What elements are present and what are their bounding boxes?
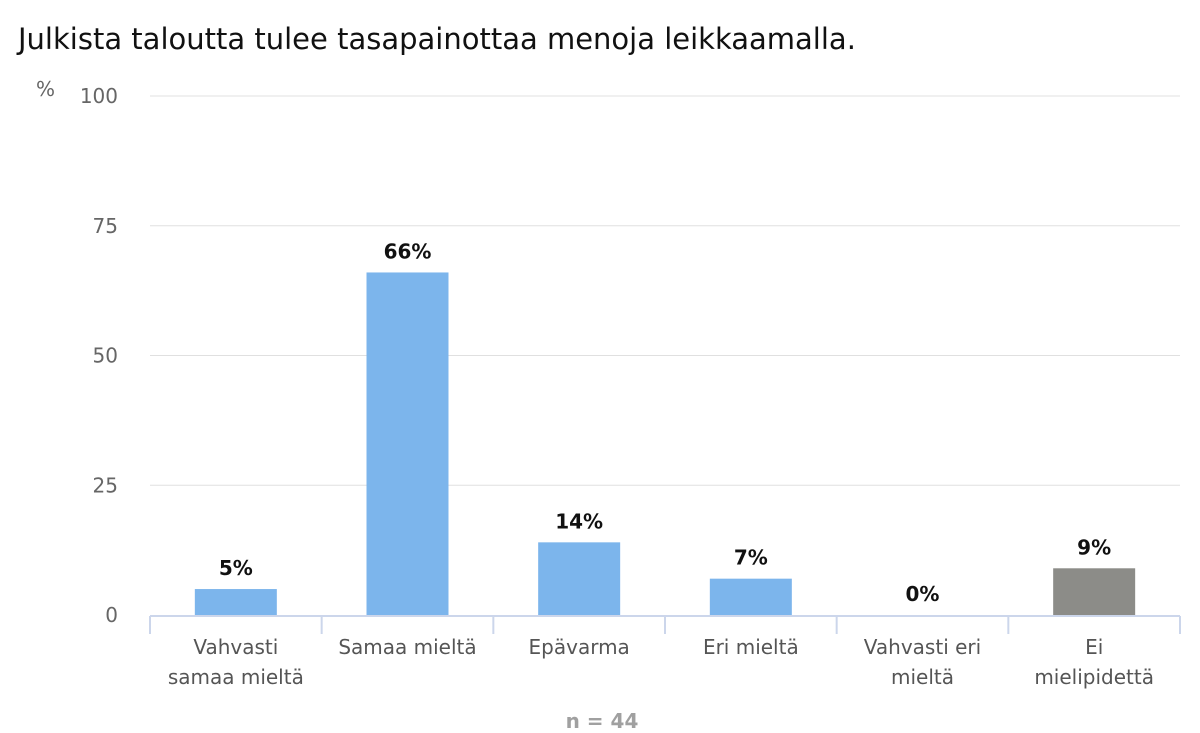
data-label: 0%: [906, 582, 940, 606]
data-label: 66%: [384, 239, 432, 263]
x-category-label-line: Eri mieltä: [703, 635, 799, 659]
y-tick-label: 0: [105, 603, 118, 627]
data-label: 7%: [734, 546, 768, 570]
y-tick-label: 100: [80, 84, 118, 108]
bar-1[interactable]: [194, 589, 277, 615]
bars: [194, 272, 1136, 615]
y-tick-label: 75: [93, 214, 118, 238]
x-category-label: Vahvasti samaa mieltä: [168, 635, 304, 689]
bar-6[interactable]: [1053, 568, 1136, 615]
y-tick-label: 25: [93, 473, 118, 497]
x-category-label: Eri mieltä: [703, 635, 799, 659]
chart-title: Julkista taloutta tulee tasapainottaa me…: [18, 22, 856, 56]
x-category-label-line: Ei: [1085, 635, 1103, 659]
x-category-label-line: Epävarma: [529, 635, 630, 659]
sample-size-note: n = 44: [566, 709, 639, 733]
bar-3[interactable]: [538, 542, 621, 615]
x-category-label-line: mielipidettä: [1034, 665, 1154, 689]
axes: [149, 615, 1181, 634]
labels: 0 25 50 75 100 5% Vahvasti samaa mieltä 66% Samaa…: [80, 84, 1154, 689]
data-label: 5%: [219, 556, 253, 580]
x-category-label-line: mieltä: [891, 665, 954, 689]
data-label: 9%: [1077, 535, 1111, 559]
y-axis-unit-label: %: [36, 77, 55, 101]
gridlines: [150, 95, 1180, 486]
x-category-label: Samaa mieltä: [338, 635, 476, 659]
x-category-label-line: Vahvasti eri: [864, 635, 981, 659]
x-category-label-line: samaa mieltä: [168, 665, 304, 689]
bar-4[interactable]: [709, 578, 792, 615]
x-category-label: Epävarma: [529, 635, 630, 659]
x-category-label-line: Vahvasti: [193, 635, 278, 659]
data-label: 14%: [555, 509, 603, 533]
x-category-label-line: Samaa mieltä: [338, 635, 476, 659]
bar-2[interactable]: [366, 272, 449, 615]
y-tick-label: 50: [93, 344, 118, 368]
x-category-label: Ei mielipidettä: [1034, 635, 1154, 689]
x-category-label: Vahvasti eri mieltä: [864, 635, 981, 689]
